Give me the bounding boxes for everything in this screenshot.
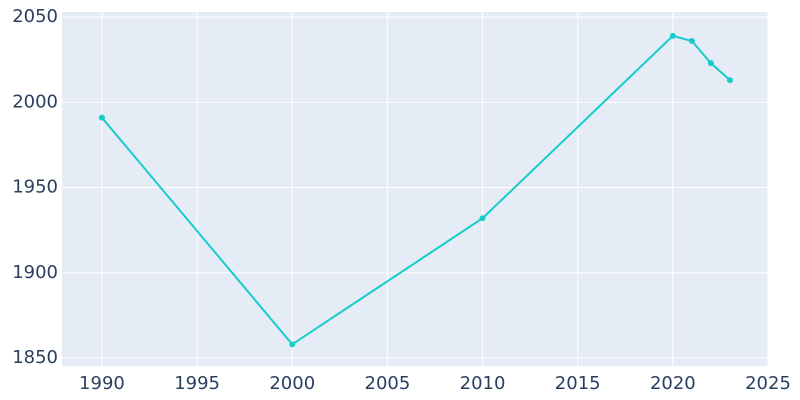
x-tick-label: 2000 xyxy=(269,373,315,394)
x-tick-label: 2005 xyxy=(365,373,411,394)
x-tick-label: 2015 xyxy=(555,373,601,394)
y-tick-label: 1900 xyxy=(12,262,58,283)
x-tick-label: 2025 xyxy=(745,373,791,394)
y-tick-label: 2000 xyxy=(12,91,58,112)
x-tick-label: 2020 xyxy=(650,373,696,394)
point xyxy=(707,60,714,67)
x-tick-label: 1990 xyxy=(79,373,125,394)
y-tick-label: 2050 xyxy=(12,6,58,27)
y-tick-label: 1850 xyxy=(12,347,58,368)
y-tick-label: 1950 xyxy=(12,177,58,198)
point xyxy=(479,215,486,222)
x-tick-label: 1995 xyxy=(174,373,220,394)
x-tick-label: 2010 xyxy=(460,373,506,394)
point xyxy=(98,114,105,121)
point xyxy=(688,37,695,44)
point xyxy=(726,77,733,84)
plot-area xyxy=(62,12,768,366)
point xyxy=(289,341,296,348)
point xyxy=(669,32,676,39)
